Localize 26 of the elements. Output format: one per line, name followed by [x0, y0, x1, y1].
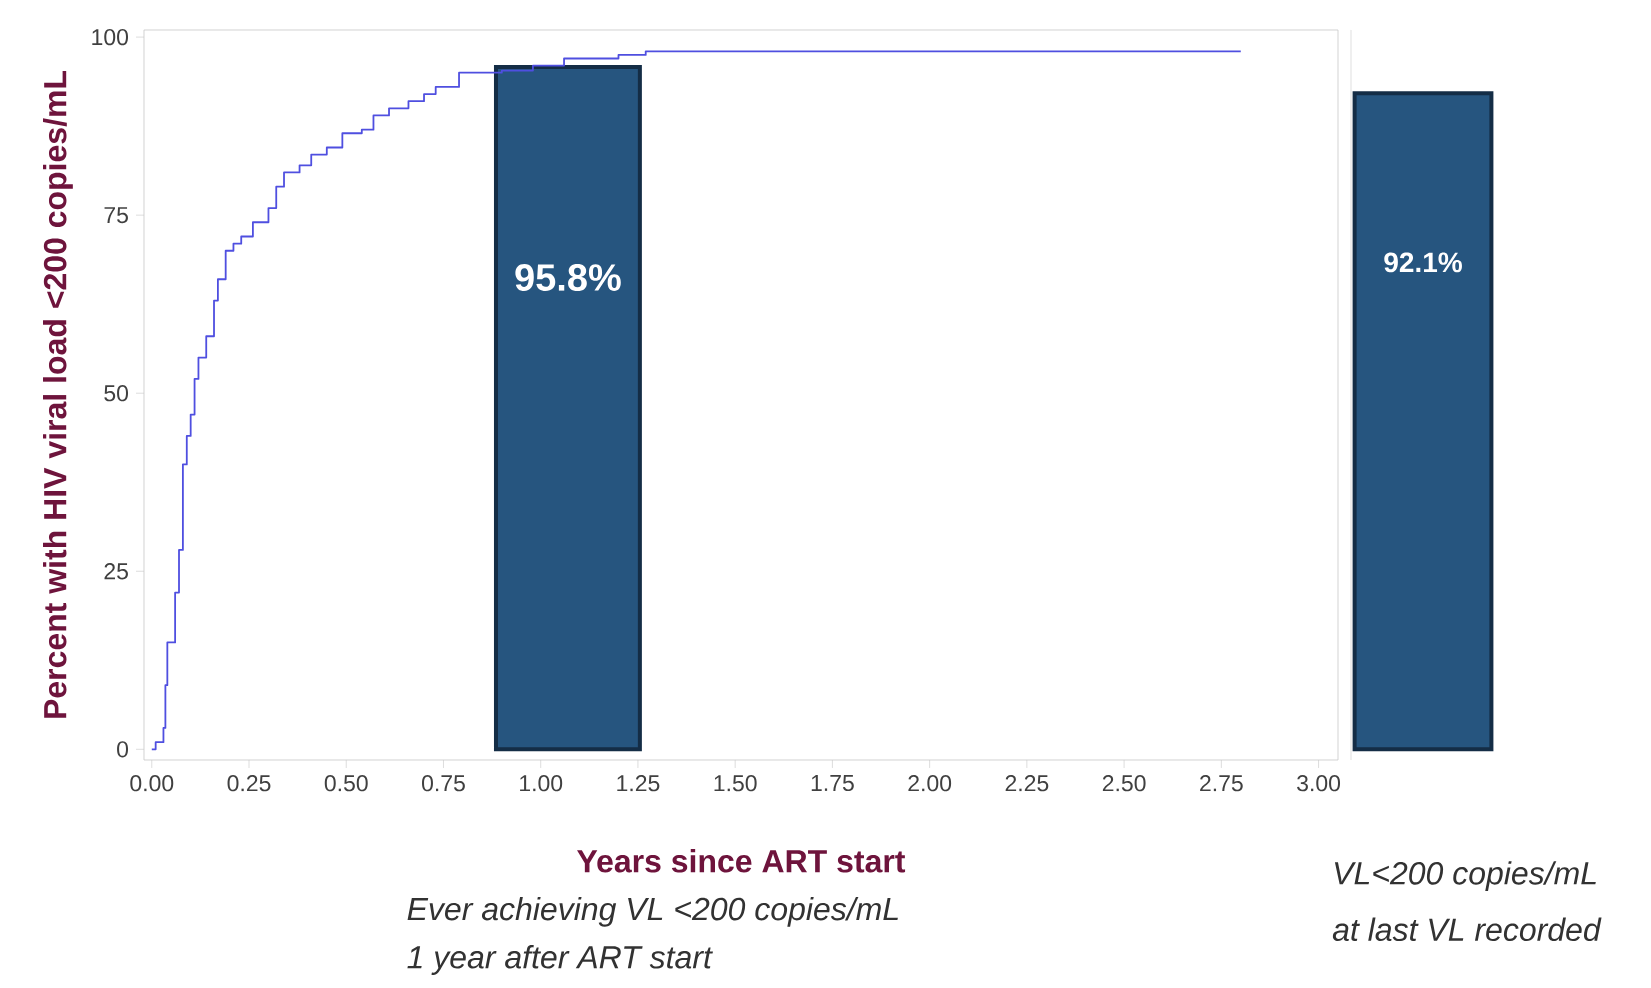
- x-axis-title: Years since ART start: [577, 849, 906, 873]
- x-tick-label: 2.25: [1005, 775, 1049, 792]
- y-tick-label: 75: [104, 207, 128, 224]
- x-tick-label: 2.00: [908, 775, 952, 792]
- x-tick-label: 1.00: [520, 775, 563, 792]
- x-tick-label: 0.00: [130, 775, 174, 792]
- text: at last VL recorded: [1332, 917, 1602, 942]
- x-tick-label: 0.75: [422, 775, 465, 792]
- x-tick-label: 3.00: [1297, 775, 1341, 792]
- x-tick-label: 0.25: [227, 775, 271, 792]
- data-label: 95.8%: [515, 264, 621, 291]
- x-tick-label: 1.25: [617, 775, 660, 792]
- text: VL<200 copies/mL: [1334, 861, 1596, 891]
- y-tick-label: 0: [117, 741, 129, 758]
- x-tick-label: 1.75: [811, 775, 854, 792]
- y-axis-title: Percent with HIV viral load <200 copies/mL: [43, 71, 73, 718]
- x-tick-label: 2.50: [1102, 775, 1146, 792]
- x-tick-label: 2.75: [1200, 775, 1243, 792]
- x-tick-label: 0.50: [324, 775, 368, 792]
- y-tick-label: 25: [104, 563, 128, 580]
- text: Ever achieving VL <200 copies/mL: [407, 896, 898, 927]
- x-tick-label: 1.50: [714, 775, 757, 792]
- y-tick-label: 50: [104, 385, 129, 402]
- text: 1 year after ART start: [407, 945, 713, 975]
- data-label: 92.1%: [1384, 252, 1462, 273]
- y-tick-label: 100: [92, 28, 129, 46]
